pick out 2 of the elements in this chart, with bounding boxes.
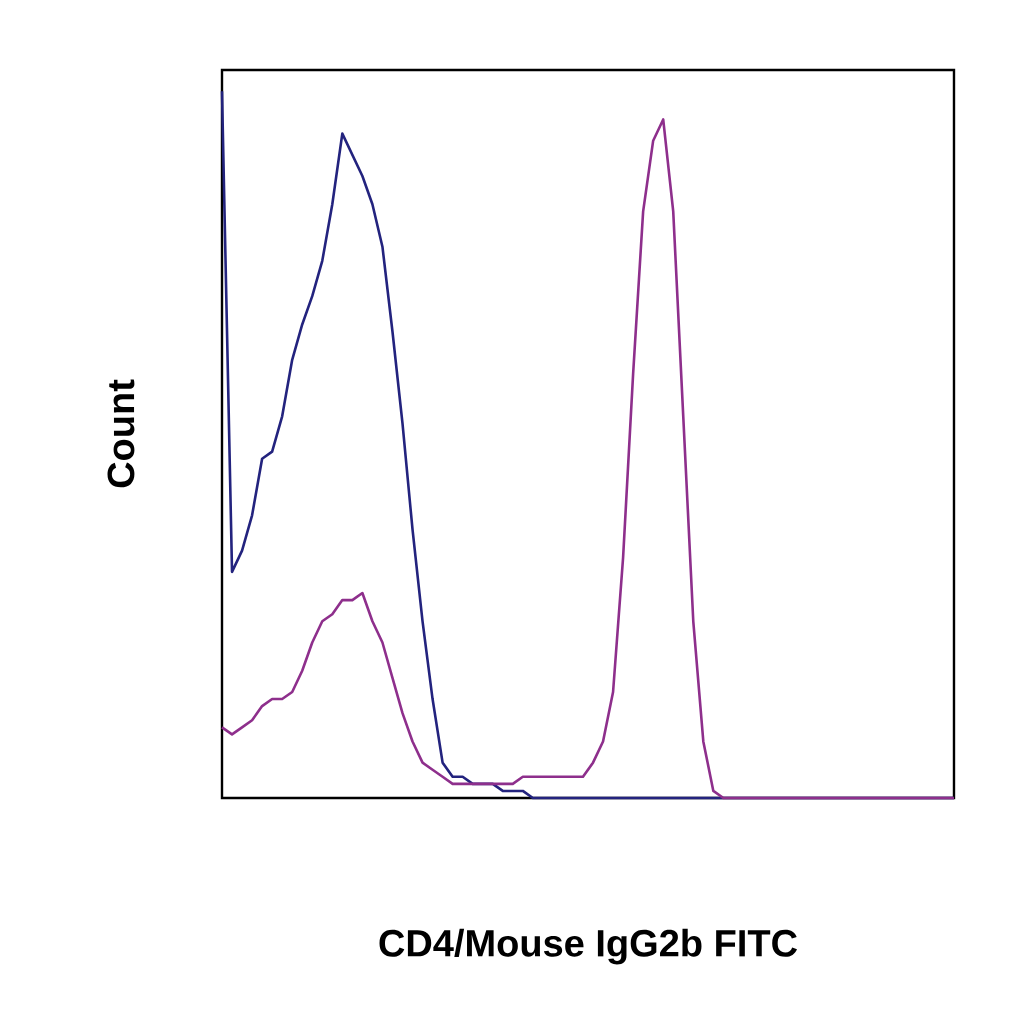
x-axis-title: CD4/Mouse IgG2b FITC: [379, 928, 797, 965]
y-axis-title: Count: [107, 379, 135, 488]
